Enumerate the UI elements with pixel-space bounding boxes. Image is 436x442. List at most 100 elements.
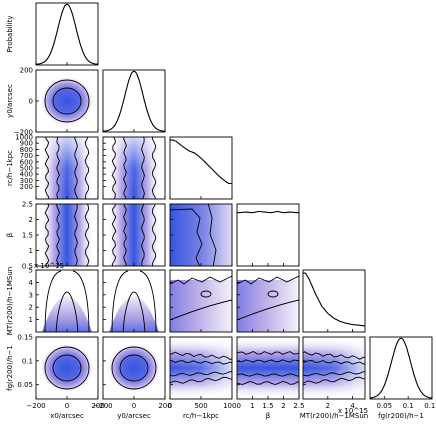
ylabel-beta: β	[6, 233, 14, 237]
panel-frame	[236, 203, 300, 267]
y-exponent-label: x 10^15	[34, 262, 64, 270]
marginal-panel-y0	[102, 69, 166, 133]
y-tick-label: 1	[29, 247, 33, 255]
marginal-curve-beta	[237, 210, 299, 214]
density-region	[237, 280, 299, 332]
ylabel-mt: MT(r200)/h−1MSun	[6, 267, 14, 336]
contour-outer	[44, 79, 90, 123]
panel-frame	[169, 136, 233, 200]
contour-inner	[237, 299, 299, 321]
x-tick-label: 500	[194, 402, 207, 410]
panel-fg-vs-beta	[236, 336, 300, 400]
y-tick-label: 0.15	[17, 334, 33, 342]
y-tick-label: −200	[14, 129, 33, 137]
y-tick-label: 0.5	[22, 263, 33, 271]
density-region	[170, 204, 232, 266]
contour-inner	[123, 204, 145, 266]
panel-rc-vs-y0	[102, 136, 166, 200]
x-tick-label: 1	[250, 402, 254, 410]
panel-beta-vs-y0	[102, 203, 166, 267]
contour-inner	[119, 354, 149, 382]
y-tick-label: 0.05	[17, 381, 33, 389]
contour-outer	[44, 204, 90, 266]
contour-inner	[303, 360, 365, 377]
x-tick-label: 0	[132, 402, 136, 410]
x-tick-label: 0.05	[377, 402, 393, 410]
y-tick-label: 800	[20, 146, 33, 154]
x-tick-label: 2.5	[293, 402, 304, 410]
y-tick-label: 700	[20, 152, 33, 160]
panel-fg-vs-mt	[302, 336, 366, 400]
x-tick-label: 2	[281, 402, 285, 410]
marginal-panel-x0	[35, 2, 99, 66]
panel-beta-vs-x0	[35, 203, 99, 267]
contour-inner	[122, 291, 146, 332]
contour-inner	[123, 137, 145, 199]
panel-mt-vs-rc	[169, 269, 233, 333]
panel-fg-vs-x0	[35, 336, 99, 400]
x-tick-label: −200	[93, 402, 112, 410]
y-tick-label: 200	[20, 67, 33, 75]
x-tick-label: 0	[65, 402, 69, 410]
marginal-panel-rc	[169, 136, 233, 200]
contour-outer	[303, 351, 365, 384]
density-blob	[40, 76, 94, 126]
y-tick-label: 400	[20, 171, 33, 179]
panel-beta-vs-rc	[169, 203, 233, 267]
panel-mt-vs-x0	[35, 269, 99, 333]
ylabel-rc: rc/h−1kpc	[6, 150, 14, 186]
y-tick-label: 900	[20, 140, 33, 148]
x-tick-label: 4	[350, 402, 355, 410]
x-tick-label: 1.5	[262, 402, 273, 410]
y-tick-label: 600	[20, 158, 33, 166]
y-tick-label: 4	[29, 279, 34, 287]
x-tick-label: 0.15	[424, 402, 436, 410]
contour-inner	[52, 87, 82, 115]
contour-outer	[207, 204, 217, 266]
y-tick-label: 3	[29, 291, 33, 299]
contour-outer	[111, 346, 157, 390]
density-region	[109, 296, 159, 332]
contour-outer	[170, 275, 232, 285]
y-tick-label: 2	[29, 304, 33, 312]
contour-inner	[56, 137, 78, 199]
contour-island	[200, 290, 212, 298]
density-blob	[107, 343, 161, 393]
density-region	[170, 280, 232, 332]
marginal-curve-fg	[370, 337, 432, 399]
xlabel-mt: MT(r200)/h−1MSun	[300, 412, 369, 420]
panel-frame	[35, 2, 99, 66]
y-tick-label: 1.5	[22, 232, 33, 240]
y-tick-label: 0.1	[22, 357, 33, 365]
x-tick-label: 200	[91, 402, 104, 410]
x-tick-label: 1000	[223, 402, 241, 410]
contour-inner	[55, 291, 79, 332]
x-tick-label: 0.1	[403, 402, 414, 410]
xlabel-x0: x0/arcsec	[50, 412, 84, 420]
x-tick-label: 0	[168, 402, 172, 410]
panel-mt-vs-beta	[236, 269, 300, 333]
y-tick-label: 200	[20, 183, 33, 191]
y-tick-label: 0	[29, 98, 33, 106]
contour-island	[267, 290, 279, 298]
marginal-panel-beta	[236, 203, 300, 267]
marginal-curve-rc	[170, 139, 232, 185]
y-tick-label: 500	[20, 165, 33, 173]
contour-inner	[170, 299, 232, 321]
density-band	[107, 204, 161, 266]
xlabel-fg: fg(r200)/h−1	[378, 412, 424, 420]
y-tick-label: 300	[20, 177, 33, 185]
contour-outer	[111, 204, 157, 266]
panel-fg-vs-y0	[102, 336, 166, 400]
y-tick-label: 2	[29, 216, 33, 224]
xlabel-rc: rc/h−1kpc	[183, 412, 219, 420]
panel-rc-vs-x0	[35, 136, 99, 200]
panel-fg-vs-rc	[169, 336, 233, 400]
marginal-panel-mt	[302, 269, 366, 333]
contour-inner	[170, 359, 232, 377]
contour-inner	[170, 208, 203, 266]
contour-outer	[44, 346, 90, 390]
y-tick-label: 1	[29, 316, 33, 324]
